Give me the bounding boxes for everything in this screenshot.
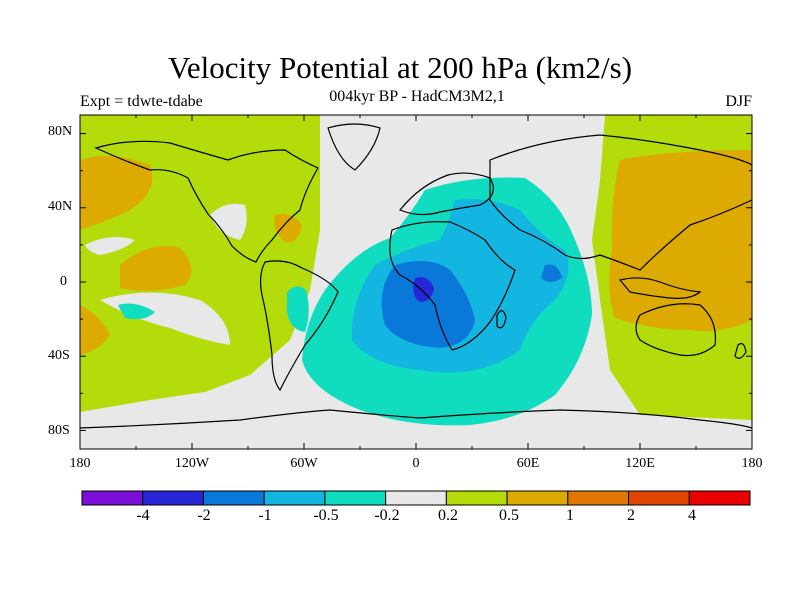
positive-region-pacific-north	[80, 156, 153, 230]
positive-region-pacific-west	[80, 305, 110, 355]
lat-label-80s: 80S	[48, 423, 70, 438]
coastline-asia	[489, 134, 752, 271]
lat-label-0: 0	[60, 274, 67, 289]
coastline-new-zealand	[734, 342, 747, 359]
colorbar-label: 0.2	[438, 507, 458, 524]
colorbar-label: 0.5	[499, 507, 519, 524]
colorbar-swatch	[263, 490, 326, 506]
lon-label-180w: 180	[69, 456, 91, 471]
colorbar-label: -1	[258, 507, 272, 524]
lon-label-120w: 120W	[174, 456, 210, 471]
experiment-label: Expt = tdwte-tdabe	[80, 93, 203, 110]
coastline-africa	[389, 221, 516, 351]
negative-region-02-pacific	[118, 303, 155, 320]
positive-region-atlantic	[274, 213, 302, 243]
colorbar-label: 4	[688, 507, 696, 524]
coastline-maritime	[618, 277, 702, 299]
map-title: Velocity Potential at 200 hPa (km2/s)	[167, 50, 633, 85]
colorbar-label: -0.5	[313, 507, 339, 524]
lon-label-0: 0	[412, 456, 420, 471]
colorbar-swatch	[324, 490, 387, 506]
coastline-south-america	[259, 260, 339, 392]
colorbar-label: -2	[197, 507, 211, 524]
velocity-potential-field	[80, 115, 752, 449]
colorbar-swatch	[688, 490, 751, 506]
lat-label-40s: 40S	[48, 348, 70, 363]
coastline-australia	[635, 303, 717, 357]
colorbar-swatch	[202, 490, 265, 506]
lon-label-60e: 60E	[516, 456, 540, 471]
positive-region-pacific-east	[120, 246, 192, 291]
coastline-europe	[399, 172, 494, 216]
colorbar	[81, 490, 751, 506]
negative-region-2	[413, 277, 434, 302]
colorbar-label: 1	[566, 507, 574, 524]
lat-label-80n: 80N	[48, 124, 73, 139]
lon-label-180e: 180	[741, 456, 763, 471]
colorbar-label: -0.2	[374, 507, 400, 524]
colorbar-swatch	[385, 490, 447, 506]
lon-label-60w: 60W	[290, 456, 318, 471]
coastline-greenland	[327, 123, 381, 171]
neutral-region-atlantic-north	[210, 203, 247, 240]
colorbar-swatch	[445, 490, 508, 506]
negative-region-02-atlantic	[287, 286, 309, 332]
axis-ticks	[79, 115, 753, 449]
colorbar-swatch	[567, 490, 630, 506]
colorbar-swatch	[628, 490, 690, 506]
coastline-madagascar	[496, 310, 507, 329]
negative-region-1	[381, 261, 475, 348]
coastline-north-america	[94, 140, 319, 263]
neutral-region-pacific	[85, 236, 135, 255]
coastline-antarctica	[80, 409, 752, 429]
lat-label-40n: 40N	[48, 199, 73, 214]
coastlines	[80, 123, 752, 429]
colorbar-swatch	[506, 490, 569, 506]
map-subtitle: 004kyr BP - HadCM3M2,1	[329, 88, 505, 105]
season-label: DJF	[725, 93, 752, 110]
colorbar-swatch	[81, 490, 144, 506]
lon-label-120e: 120E	[625, 456, 655, 471]
positive-region-west-pacific	[609, 150, 752, 332]
colorbar-swatch	[142, 490, 204, 506]
colorbar-label: -4	[136, 507, 150, 524]
colorbar-label: 2	[627, 507, 635, 524]
negative-region-1-indian	[541, 264, 562, 282]
